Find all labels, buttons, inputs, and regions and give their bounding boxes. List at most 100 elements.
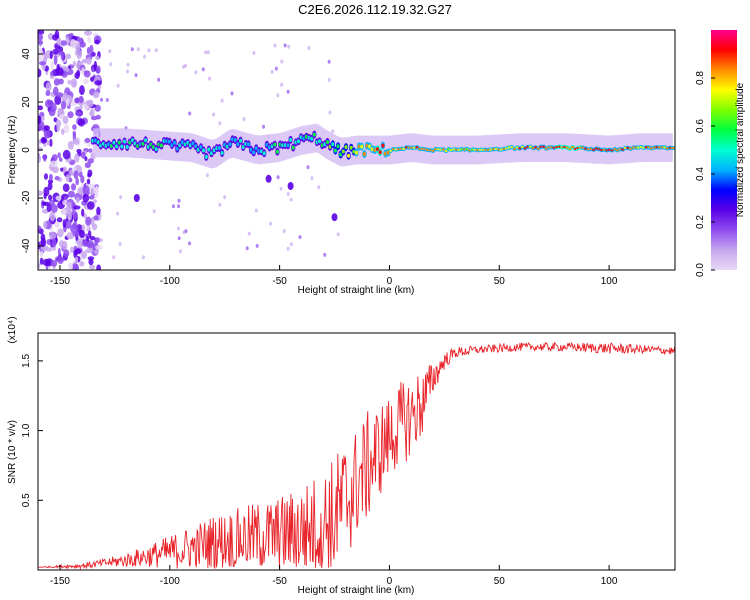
spectrogram-noise-blob bbox=[38, 34, 44, 41]
colorbar-ticks: 0.0 0.2 0.4 0.6 0.8 bbox=[695, 71, 715, 277]
spectrogram-noise-blob bbox=[331, 129, 335, 134]
spectrogram-noise-blob bbox=[307, 46, 311, 50]
spectrogram-noise-blob bbox=[188, 241, 191, 246]
spectrogram-feature-blob bbox=[287, 182, 294, 190]
spectrogram-noise-blob bbox=[94, 39, 100, 45]
spectrogram-y-tick-label: -20 bbox=[21, 190, 32, 205]
spectrogram-noise-blob bbox=[80, 175, 85, 184]
spectrogram-x-tick-label: 50 bbox=[494, 276, 506, 287]
spectrogram-ridge-core bbox=[204, 154, 208, 159]
spectrogram-noise-blob bbox=[63, 124, 69, 134]
spectrogram-noise-blob bbox=[87, 201, 95, 210]
spectrogram-noise-blob bbox=[65, 53, 72, 60]
spectrogram-noise-blob bbox=[38, 262, 41, 269]
spectrogram-noise-blob bbox=[90, 187, 94, 198]
spectrogram-noise-blob bbox=[97, 84, 102, 90]
spectrogram-noise-blob bbox=[76, 49, 83, 60]
spectrogram-noise-blob bbox=[205, 173, 209, 178]
spectrogram-noise-blob bbox=[171, 204, 175, 209]
spectrogram-ridge-core bbox=[194, 144, 198, 149]
spectrogram-noise-blob bbox=[136, 47, 140, 52]
spectrogram-noise-blob bbox=[177, 204, 180, 209]
spectrogram-noise-blob bbox=[48, 194, 53, 201]
spectrogram-ridge-core bbox=[130, 138, 135, 143]
spectrogram-noise-blob bbox=[90, 107, 95, 118]
spectrogram-noise-blob bbox=[143, 54, 147, 59]
spectrogram-ridge-core bbox=[341, 149, 345, 154]
spectrogram-noise-blob bbox=[78, 95, 84, 104]
spectrogram-noise-blob bbox=[67, 79, 72, 85]
spectrogram-noise-blob bbox=[50, 204, 58, 213]
spectrogram-noise-blob bbox=[39, 250, 44, 258]
spectrogram-noise-blob bbox=[96, 264, 101, 270]
spectrogram-ridge-core bbox=[444, 149, 448, 152]
spectrogram-ridge-core bbox=[233, 138, 237, 142]
spectrogram-ridge-core bbox=[296, 139, 301, 144]
spectrogram-noise-blob bbox=[38, 30, 45, 35]
spectrogram-noise-blob bbox=[82, 193, 90, 203]
spectrogram-noise-blob bbox=[86, 101, 94, 107]
chart-title: C2E6.2026.112.19.32.G27 bbox=[298, 2, 452, 17]
colorbar-tick-label: 0.0 bbox=[695, 263, 706, 277]
spectrogram-noise-blob bbox=[50, 160, 58, 168]
spectrogram-noise-blob bbox=[201, 67, 205, 72]
spectrogram-noise-blob bbox=[73, 170, 79, 179]
spectrogram-ridge-core bbox=[542, 145, 546, 148]
spectrogram-noise-blob bbox=[67, 141, 74, 150]
spectrogram-ridge-core bbox=[344, 145, 348, 150]
spectrogram-noise-blob bbox=[286, 246, 290, 251]
spectrogram-noise-blob bbox=[72, 138, 80, 145]
spectrogram-noise-blob bbox=[74, 264, 79, 270]
spectrogram-ridge-core bbox=[336, 144, 340, 149]
snr-x-tick-label: -150 bbox=[50, 576, 70, 587]
spectrogram-noise-blob bbox=[91, 223, 98, 231]
spectrogram-noise-blob bbox=[204, 50, 208, 55]
spectrogram-noise-blob bbox=[88, 258, 94, 266]
spectrogram-ridge-core bbox=[220, 151, 224, 155]
spectrogram-noise-blob bbox=[108, 49, 112, 54]
spectrogram-noise-blob bbox=[57, 152, 61, 159]
spectrogram-noise-blob bbox=[87, 173, 92, 178]
spectrogram-noise-blob bbox=[80, 151, 86, 159]
spectrogram-ridge-core bbox=[141, 141, 145, 146]
spectrogram-noise-blob bbox=[182, 64, 185, 69]
snr-y-tick-label: 1.0 bbox=[21, 423, 32, 437]
spectrogram-ridge-core bbox=[318, 139, 322, 144]
spectrogram-noise-blob bbox=[218, 202, 222, 207]
spectrogram-noise-blob bbox=[57, 247, 61, 256]
spectrogram-noise-blob bbox=[273, 43, 277, 48]
spectrogram-x-label: Height of straight line (km) bbox=[298, 285, 415, 296]
spectrogram-noise-blob bbox=[51, 238, 57, 248]
spectrogram-noise-blob bbox=[212, 112, 216, 117]
spectrogram-noise-blob bbox=[327, 77, 331, 82]
spectrogram-noise-blob bbox=[43, 129, 51, 139]
spectrogram-noise-blob bbox=[83, 78, 89, 85]
spectrogram-noise-blob bbox=[54, 222, 60, 228]
spectrogram-noise-blob bbox=[112, 255, 116, 260]
spectrogram-noise-blob bbox=[157, 77, 161, 82]
spectrogram-noise-blob bbox=[56, 64, 60, 72]
spectrogram-noise-blob bbox=[126, 62, 130, 67]
spectrogram-noise-blob bbox=[86, 178, 91, 185]
spectrogram-noise-blob bbox=[84, 137, 91, 143]
spectrogram-noise-blob bbox=[269, 221, 272, 226]
spectrogram-noise-blob bbox=[317, 185, 321, 190]
spectrogram-ridge-core bbox=[144, 138, 148, 143]
spectrogram-noise-blob bbox=[118, 241, 122, 246]
spectrogram-noise-blob bbox=[38, 40, 44, 45]
spectrogram-noise-blob bbox=[81, 58, 88, 64]
spectrogram-noise-blob bbox=[65, 217, 69, 222]
spectrogram-noise-blob bbox=[42, 258, 51, 266]
spectrogram-noise-blob bbox=[81, 67, 85, 77]
spectrogram-ridge-core bbox=[431, 149, 435, 152]
spectrogram-noise-blob bbox=[75, 111, 82, 116]
spectrogram-noise-blob bbox=[63, 249, 70, 257]
spectrogram-noise-blob bbox=[83, 213, 87, 219]
spectrogram-noise-blob bbox=[54, 30, 60, 40]
snr-x-label: Height of straight line (km) bbox=[298, 585, 415, 596]
spectrogram-feature-blob bbox=[133, 194, 140, 202]
spectrogram-noise-blob bbox=[286, 192, 290, 196]
spectrogram-noise-blob bbox=[50, 71, 54, 77]
spectrogram-ridge-core bbox=[310, 136, 314, 141]
spectrogram-noise-blob bbox=[276, 93, 280, 98]
